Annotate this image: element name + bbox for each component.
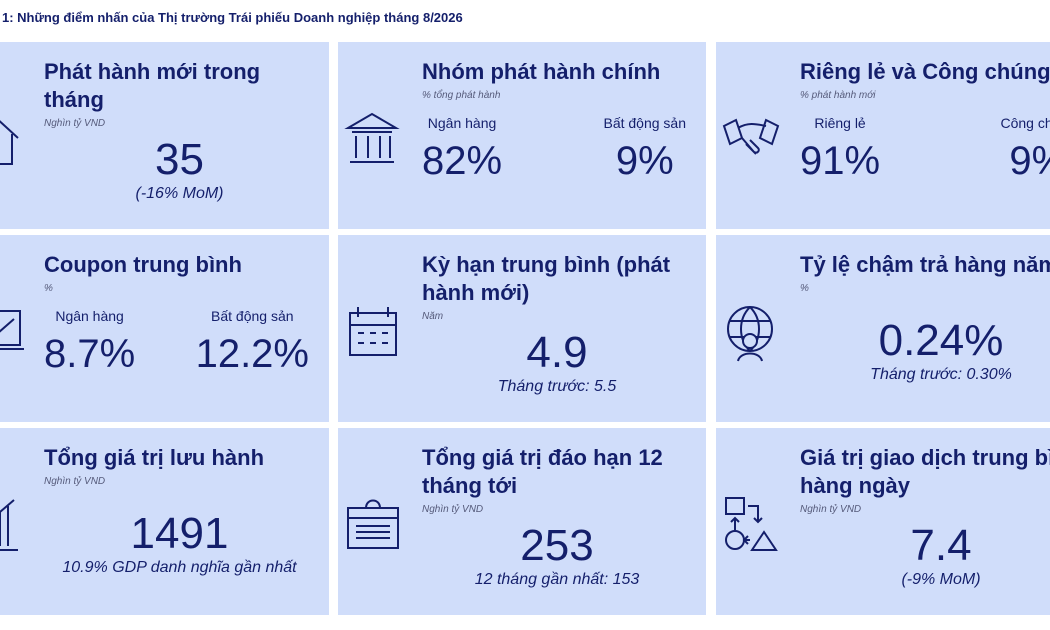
card-content: Tổng giá trị lưu hành Nghìn tỷ VND 1491 10.… — [44, 444, 315, 605]
card-content: Kỳ hạn trung bình (phát hành mới) Năm 4.9 T… — [422, 251, 692, 412]
card-content: Tỷ lệ chậm trả hàng năm% 0.24% Tháng trước… — [800, 251, 1050, 412]
card-items: Ngân hàng 8.7% Bất động sản 12.2% — [44, 308, 315, 377]
kpi-card: Coupon trung bình% Ngân hàng 8.7% Bất động … — [0, 235, 329, 422]
kpi-card: Riêng lẻ và Công chúng % phát hành mới Riê… — [716, 42, 1050, 229]
card-icon — [725, 497, 778, 551]
item: Riêng lẻ 91% — [800, 115, 880, 184]
card-unit: Nghìn tỷ VND — [422, 504, 484, 515]
card-icon — [722, 118, 780, 155]
card-unit: % phát hành mới — [800, 90, 876, 101]
item: Ngân hàng 82% — [422, 115, 502, 184]
card-content: Nhóm phát hành chính % tổng phát hành Ngân… — [422, 58, 692, 219]
item-value: 82% — [422, 139, 503, 183]
item: Ngân hàng 8.7% — [44, 308, 135, 377]
item-value: 91% — [800, 139, 881, 183]
card-content: Riêng lẻ và Công chúng % phát hành mới Riê… — [800, 58, 1050, 219]
card-title: Kỳ hạn trung bình (phát hành mới) — [422, 252, 671, 305]
kpi-card: Nhóm phát hành chính % tổng phát hành Ngân… — [338, 42, 706, 229]
item-label: Bất động sản — [211, 308, 294, 324]
card-title: Tỷ lệ chậm trả hàng năm — [800, 252, 1050, 277]
card-note: 10.9% GDP danh nghĩa gần nhất — [62, 559, 297, 576]
item-value: 9% — [1009, 139, 1050, 183]
card-title: Nhóm phát hành chính — [422, 59, 661, 84]
card-unit: Năm — [422, 311, 444, 322]
card-unit: % — [800, 283, 809, 294]
item-value: 8.7% — [44, 332, 136, 376]
kpi-card: Tổng giá trị lưu hành Nghìn tỷ VND 1491 10.… — [0, 428, 329, 615]
item-label: Công chúng — [1000, 115, 1050, 131]
item-label: Ngân hàng — [55, 308, 124, 324]
item-label: Riêng lẻ — [814, 115, 866, 131]
card-value: 0.24% — [878, 316, 1004, 365]
card-items: Ngân hàng 82% Bất động sản 9% — [422, 115, 692, 184]
item-value: 12.2% — [195, 332, 309, 376]
card-value: 1491 — [130, 509, 229, 558]
item-label: Ngân hàng — [427, 115, 497, 131]
card-content: Coupon trung bình% Ngân hàng 8.7% Bất động … — [44, 251, 315, 412]
card-unit: Nghìn tỷ VND — [44, 118, 106, 129]
card-note: (-9% MoM) — [901, 571, 981, 588]
card-title: Giá trị giao dịch trung bình hàng ngày — [800, 445, 1050, 498]
card-value: 4.9 — [526, 328, 588, 377]
kpi-card: Phát hành mới trong tháng Nghìn tỷ VND 35(… — [0, 42, 329, 229]
card-title: Riêng lẻ và Công chúng — [800, 59, 1050, 84]
item: Công chúng 9% — [1000, 115, 1050, 184]
card-icon — [727, 306, 773, 362]
card-value: 253 — [520, 521, 594, 570]
item: Bất động sản 12.2% — [196, 308, 309, 377]
card-unit: % — [44, 283, 53, 294]
card-unit: % tổng phát hành — [422, 90, 501, 101]
item: Bất động sản 9% — [603, 115, 686, 184]
card-note: 12 tháng gần nhất: 153 — [474, 571, 640, 588]
card-content: Phát hành mới trong tháng Nghìn tỷ VND 35(… — [44, 58, 315, 219]
card-note: Tháng trước: 5.5 — [497, 378, 617, 395]
item-value: 9% — [615, 139, 674, 183]
page-title: 1: Những điểm nhấn của Thị trường Trái p… — [2, 10, 463, 25]
card-title: Tổng giá trị lưu hành — [44, 445, 265, 470]
card-icon — [0, 310, 24, 350]
kpi-card: Kỳ hạn trung bình (phát hành mới) Năm 4.9 T… — [338, 235, 706, 422]
kpi-card: Tỷ lệ chậm trả hàng năm% 0.24% Tháng trước… — [716, 235, 1050, 422]
card-title: Phát hành mới trong tháng — [44, 59, 261, 112]
card-icon — [0, 120, 19, 165]
kpi-card: Tổng giá trị đáo hạn 12 tháng tới Nghìn t… — [338, 428, 706, 615]
card-icon — [349, 307, 397, 356]
card-icon — [344, 112, 400, 163]
card-icon — [347, 499, 399, 549]
card-content: Giá trị giao dịch trung bình hàng ngày Ng… — [800, 444, 1050, 605]
card-content: Tổng giá trị đáo hạn 12 tháng tới Nghìn t… — [422, 444, 692, 605]
card-value: 7.4 — [910, 521, 972, 570]
kpi-card: Giá trị giao dịch trung bình hàng ngày Ng… — [716, 428, 1050, 615]
item-label: Bất động sản — [603, 115, 686, 131]
card-note: Tháng trước: 0.30% — [870, 366, 1012, 383]
card-note: (-16% MoM) — [135, 185, 224, 202]
card-items: Riêng lẻ 91% Công chúng 9% — [800, 115, 1050, 184]
card-title: Tổng giá trị đáo hạn 12 tháng tới — [422, 445, 663, 498]
card-title: Coupon trung bình — [44, 252, 242, 277]
card-unit: Nghìn tỷ VND — [44, 476, 106, 487]
card-unit: Nghìn tỷ VND — [800, 504, 862, 515]
card-icon — [0, 499, 18, 551]
card-value: 35 — [155, 135, 204, 184]
